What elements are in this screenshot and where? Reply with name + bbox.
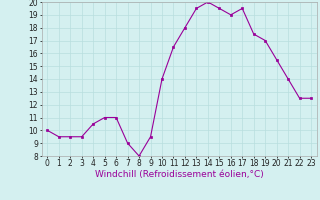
X-axis label: Windchill (Refroidissement éolien,°C): Windchill (Refroidissement éolien,°C)	[95, 170, 264, 179]
